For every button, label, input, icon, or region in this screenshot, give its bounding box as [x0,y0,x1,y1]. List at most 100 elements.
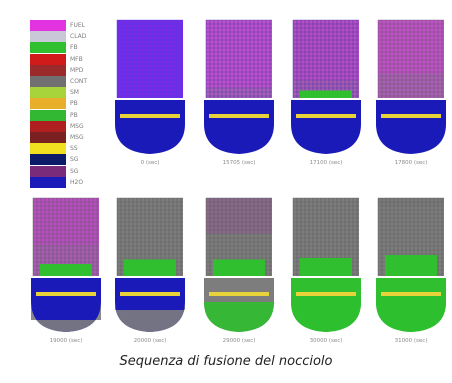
debris-layer [31,302,101,332]
legend-label: MPD [70,66,84,74]
legend-item: PB [30,109,104,121]
core-panel: 17100 (sec) [290,18,362,166]
legend-swatch [30,64,66,76]
legend-swatch [30,176,66,188]
legend-swatch [30,165,66,177]
legend-item: SG [30,165,104,177]
support-plate [381,292,441,296]
legend-swatch [30,132,66,143]
legend-swatch [30,109,66,121]
legend-label: H2O [70,178,84,186]
legend-swatch [30,154,66,166]
legend-item: MPD [30,64,104,76]
support-plate [120,114,180,118]
molten-pool [385,255,437,276]
fuel-grid [377,19,444,98]
time-label: 17100 (sec) [309,160,343,166]
panel-drawing [291,197,361,332]
figure-caption: Sequenza di fusione del nocciolo [119,354,333,369]
legend-label: MFB [70,55,83,63]
time-label: 31000 (sec) [394,338,428,344]
lower-head [115,100,185,154]
panel-drawing [204,19,274,154]
molten-pool [40,264,92,276]
debris-layer [204,302,274,332]
core-melt-figure: FUEL CLAD FB MFB MPD CONT SM PB PB MSG MSG SS SG SG H2… [22,14,446,344]
legend-label: MSG [70,134,84,141]
legend-label: MSG [70,122,84,130]
legend-swatch [30,76,66,87]
legend-swatch [30,31,66,43]
melt-region [378,73,444,98]
debris-layer [376,292,446,332]
legend-swatch [30,143,66,155]
legend-label: PB [70,111,78,119]
lower-head [204,100,274,154]
time-label: 20000 (sec) [133,338,167,344]
core-panel: 19000 (sec) [30,196,102,344]
core-panel: 15705 (sec) [203,18,275,166]
panel-drawing [31,197,101,332]
legend-item: CLAD [30,31,104,43]
time-label: 30000 (sec) [309,338,343,344]
legend-swatch [30,98,66,110]
core-region [117,20,183,98]
molten-pool [213,259,265,276]
time-label: 19000 (sec) [49,338,83,344]
legend-label: FB [70,44,78,52]
support-plate [381,114,441,118]
core-panel: 30000 (sec) [290,196,362,344]
core-panel: 17800 (sec) [375,18,447,166]
legend-swatch [30,20,66,31]
core-panel: 0 (sec) [114,18,186,166]
legend-item: FUEL [30,20,104,31]
legend-label: SG [70,167,79,175]
lower-head [376,100,446,154]
support-plate [120,292,180,296]
melt-region [206,87,272,98]
molten-pool [124,259,176,276]
support-plate [296,114,356,118]
legend-label: SG [70,156,79,164]
core-region [206,20,272,98]
support-plate [36,292,96,296]
time-label: 17800 (sec) [394,160,428,166]
panel-drawing [115,197,185,332]
legend-item: H2O [30,176,104,188]
panel-drawing [291,19,361,154]
legend-swatch [30,87,66,99]
legend: FUEL CLAD FB MFB MPD CONT SM PB PB MSG MSG SS SG SG H2… [30,20,104,190]
lower-head [291,100,361,154]
molten-pool [300,258,352,276]
legend-item: PB [30,98,104,110]
debris-layer [115,302,185,332]
legend-label: CONT [70,78,88,85]
legend-item: MSG [30,132,104,143]
panel-drawing [204,197,274,332]
legend-item: SS [30,143,104,155]
support-plate [209,114,269,118]
legend-item: FB [30,42,104,54]
core-panel: 31000 (sec) [375,196,447,344]
molten-pool [300,90,352,98]
legend-swatch [30,42,66,54]
support-plate [296,292,356,296]
legend-item: CONT [30,76,104,87]
support-plate [209,292,269,296]
debris-layer [291,296,361,332]
core-panel: 29000 (sec) [203,196,275,344]
legend-label: SS [70,145,78,153]
panel-drawing [376,197,446,332]
legend-item: MFB [30,53,104,65]
fuel-grid [292,19,359,98]
legend-swatch [30,120,66,132]
legend-item: MSG [30,120,104,132]
fuel-grid [116,19,183,98]
panel-drawing [115,19,185,154]
legend-label: SM [70,89,79,97]
core-panel: 20000 (sec) [114,196,186,344]
time-label: 29000 (sec) [222,338,256,344]
legend-label: CLAD [70,33,87,41]
legend-swatch [30,53,66,65]
legend-item: SM [30,87,104,99]
